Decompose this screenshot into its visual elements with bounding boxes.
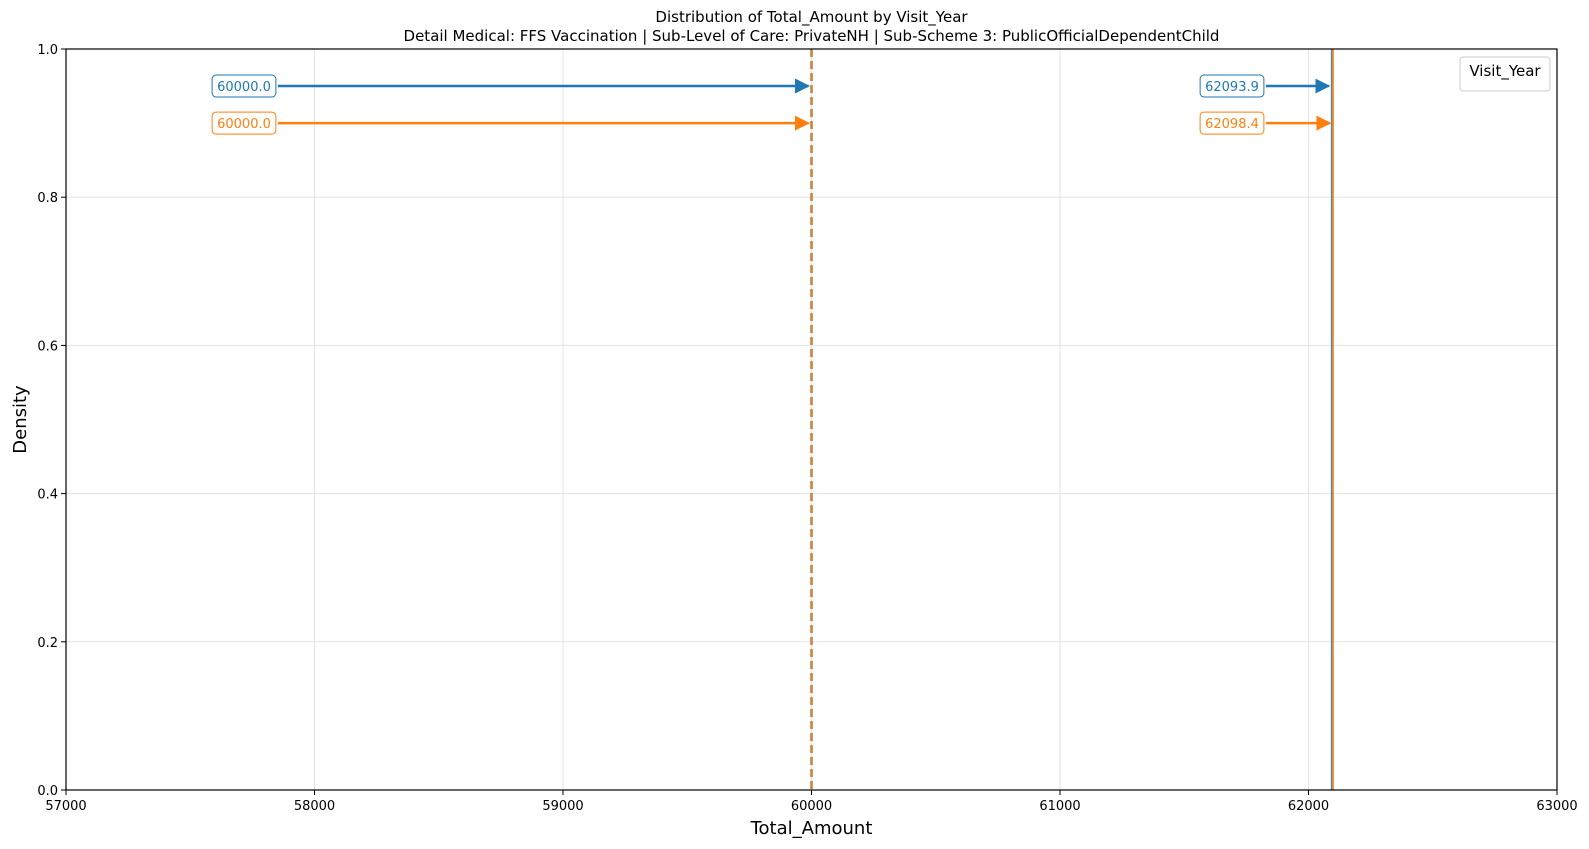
chart-subtitle: Detail Medical: FFS Vaccination | Sub-Le… <box>404 27 1220 45</box>
annotation-layer: 60000.0 62093.9 60000.0 62098.4 <box>211 74 1332 135</box>
y-tick-label: 0.4 <box>37 488 58 503</box>
legend-title: Visit_Year <box>1469 62 1541 81</box>
chart-title: Distribution of Total_Amount by Visit_Ye… <box>655 8 968 27</box>
x-tick-label: 57000 <box>45 799 86 814</box>
mean-annotation-label: 62093.9 <box>1205 80 1259 95</box>
lines-layer <box>810 49 1334 790</box>
legend-box <box>1459 56 1551 92</box>
y-axis-title: Density <box>10 385 31 454</box>
y-tick-label: 0.2 <box>37 636 58 651</box>
mean-annotation-box <box>1199 74 1265 98</box>
x-tick-label: 60000 <box>791 799 832 814</box>
y-tick-label: 0.6 <box>37 339 58 354</box>
mean-annotation-box <box>1199 111 1265 135</box>
legend: Visit_Year <box>1459 56 1551 92</box>
median-annotation-series-1: 60000.0 <box>211 74 810 98</box>
x-axis-title: Total_Amount <box>750 818 873 839</box>
x-tick-label: 62000 <box>1288 799 1329 814</box>
tick-layer: 57000 58000 59000 60000 61000 62000 63000 0.0 0.… <box>37 43 1577 814</box>
y-tick-label: 0.8 <box>37 191 58 206</box>
x-tick-label: 63000 <box>1536 799 1577 814</box>
median-annotation-box <box>211 74 277 98</box>
x-tick-label: 61000 <box>1039 799 1080 814</box>
mean-annotation-series-2: 62098.4 <box>1199 111 1332 135</box>
y-tick-label: 1.0 <box>37 43 58 58</box>
median-annotation-label: 60000.0 <box>217 117 271 132</box>
median-annotation-box <box>211 111 277 135</box>
x-tick-label: 59000 <box>542 799 583 814</box>
mean-annotation-label: 62098.4 <box>1205 117 1259 132</box>
median-annotation-label: 60000.0 <box>217 80 271 95</box>
y-tick-label: 0.0 <box>37 784 58 799</box>
x-tick-label: 58000 <box>294 799 335 814</box>
median-annotation-series-2: 60000.0 <box>211 111 810 135</box>
mean-annotation-series-1: 62093.9 <box>1199 74 1331 98</box>
